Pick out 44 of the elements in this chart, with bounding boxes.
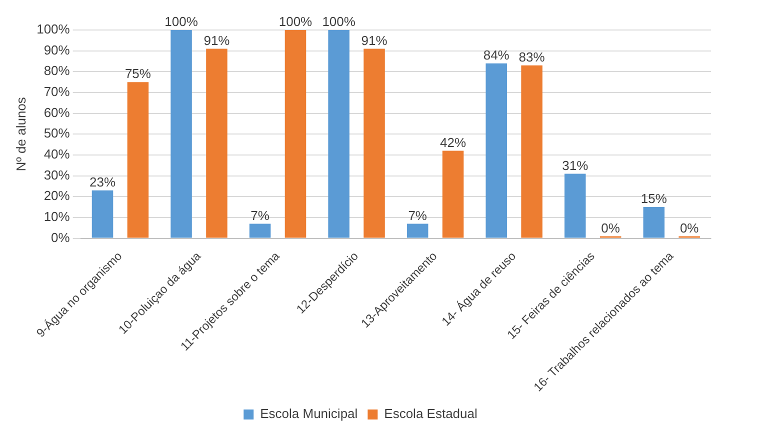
y-tick-label: 50%	[44, 126, 70, 141]
legend-label: Escola Estadual	[384, 406, 478, 422]
y-tick-label: 30%	[44, 167, 70, 182]
data-label: 7%	[250, 208, 270, 223]
data-label: 91%	[361, 32, 388, 48]
y-tick-label: 20%	[44, 188, 70, 204]
y-tick-label: 90%	[44, 42, 70, 58]
data-label: 42%	[440, 134, 466, 150]
data-label: 0%	[680, 220, 700, 236]
bar	[486, 63, 507, 238]
data-label: 7%	[408, 208, 428, 223]
data-label: 91%	[204, 32, 230, 48]
bar	[564, 174, 586, 238]
legend-label: Escola Municipal	[260, 406, 358, 422]
bar	[92, 190, 114, 238]
data-label: 84%	[483, 47, 510, 62]
y-tick-label: 70%	[44, 84, 70, 100]
bar	[284, 30, 306, 238]
data-label: 23%	[89, 174, 116, 190]
y-tick-label: 10%	[44, 209, 70, 224]
y-tick-label: 80%	[44, 63, 70, 78]
y-tick-label: 60%	[44, 104, 70, 120]
bar	[249, 224, 271, 238]
data-label: 83%	[518, 49, 546, 64]
bar	[206, 48, 228, 238]
y-tick-label: 0%	[51, 230, 70, 245]
bar	[328, 30, 350, 238]
y-tick-label: 40%	[44, 146, 70, 162]
bar	[364, 48, 385, 238]
y-axis-title: Nº de alunos	[13, 96, 28, 172]
data-label: 100%	[278, 14, 313, 30]
data-label: 75%	[124, 66, 152, 82]
data-label: 100%	[164, 14, 198, 30]
bar	[643, 207, 665, 238]
bar	[521, 65, 542, 238]
bar	[442, 150, 464, 238]
data-label: 31%	[562, 158, 589, 173]
bar	[127, 82, 149, 238]
data-label: 15%	[640, 191, 668, 206]
bar	[406, 224, 428, 238]
data-label: 0%	[601, 220, 620, 236]
data-label: 100%	[322, 14, 356, 30]
bar	[170, 30, 192, 238]
y-tick-label: 100%	[36, 22, 70, 37]
